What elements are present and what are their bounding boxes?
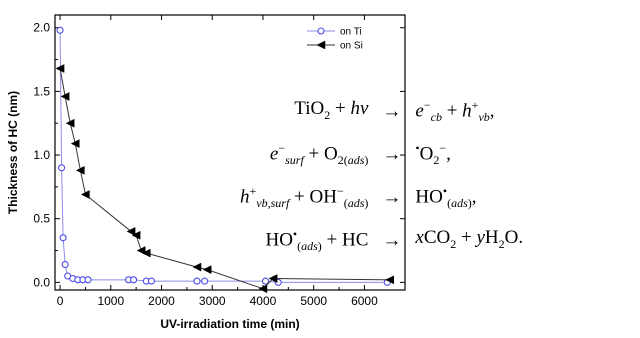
data-point-on-si [385, 275, 395, 285]
x-tick-label: 5000 [300, 294, 327, 308]
data-point-on-ti [201, 277, 209, 285]
equation-4-rhs: xCO2 + yH2O. [415, 227, 524, 251]
y-tick-label: 1.5 [33, 84, 50, 98]
data-point-on-si [268, 274, 278, 283]
data-point-on-ti [147, 277, 155, 285]
equation-row-2: e−surf + O2(ads) → •O2−, [236, 133, 527, 176]
y-axis-title: Thickness of HC (nm) [6, 91, 20, 214]
equation-3-lhs: h+vb,surf + OH−(ads) [240, 184, 369, 211]
x-tick-label: 6000 [351, 294, 378, 308]
y-tick-label: 1.0 [33, 148, 50, 162]
data-point-on-si [258, 284, 268, 294]
x-axis-ticks: 0 1000 2000 3000 4000 5000 6000 [57, 15, 378, 308]
data-point-on-ti [193, 277, 201, 285]
data-point-on-si [202, 265, 212, 275]
legend-marker-on-ti [317, 27, 325, 35]
x-tick-label: 0 [57, 294, 64, 308]
equation-2-lhs: e−surf + O2(ads) [269, 141, 369, 168]
plot-frame [54, 14, 406, 291]
data-point-on-ti [59, 234, 67, 242]
equation-row-3: h+vb,surf + OH−(ads) → HO•(ads), [236, 176, 527, 219]
equation-1-rhs: e−cb + h+vb, [415, 98, 495, 125]
equation-3-arrow: → [382, 187, 402, 209]
data-point-on-ti [58, 164, 66, 172]
data-point-on-si [192, 262, 202, 272]
equation-2-rhs: •O2−, [415, 141, 451, 168]
series-on-ti [56, 26, 391, 286]
data-point-on-si [141, 248, 151, 258]
data-point-on-ti [130, 276, 138, 284]
data-point-on-ti [261, 277, 270, 285]
x-tick-label: 3000 [199, 294, 226, 308]
equation-row-1: TiO2 + hν → e−cb + h+vb, [236, 90, 527, 133]
legend-label-on-si: on Si [340, 41, 363, 52]
data-point-on-si [131, 230, 141, 240]
y-axis-ticks: 0.0 0.5 1.0 1.5 2.0 [33, 21, 405, 289]
reaction-equations: TiO2 + hν → e−cb + h+vb, e−surf + O2(ads… [236, 90, 527, 263]
data-point-on-ti [56, 26, 64, 34]
series-layer [55, 26, 395, 294]
data-point-on-si [75, 165, 85, 175]
equation-4-arrow: → [382, 230, 402, 252]
x-axis-title: UV-irradiation time (min) [160, 317, 299, 331]
data-point-on-si [80, 190, 90, 199]
plot-border [54, 14, 406, 291]
data-point-on-si [55, 64, 65, 73]
y-tick-label: 2.0 [33, 21, 50, 35]
data-point-on-si [70, 139, 80, 148]
series-on-si [55, 64, 395, 294]
x-tick-label: 1000 [97, 294, 124, 308]
data-point-on-ti [61, 260, 69, 269]
equation-1-lhs: TiO2 + hν [294, 97, 369, 122]
x-tick-label: 4000 [250, 294, 277, 308]
legend-label-on-ti: on Ti [340, 27, 362, 38]
series-line-on-ti [59, 30, 388, 283]
x-tick-label: 2000 [148, 294, 175, 308]
legend-marker-on-si [316, 40, 326, 50]
y-tick-label: 0.5 [33, 212, 50, 226]
legend: on Ti on Si [307, 27, 363, 52]
equation-3-rhs: HO•(ads), [415, 184, 477, 211]
data-point-on-si [65, 118, 75, 128]
equation-row-4: HO•(ads) + HC → xCO2 + yH2O. [236, 219, 527, 262]
y-tick-label: 0.0 [33, 275, 50, 289]
equation-2-arrow: → [382, 144, 402, 166]
equation-1-arrow: → [382, 101, 402, 123]
data-point-on-si [60, 92, 70, 101]
data-point-on-si [126, 227, 136, 236]
data-point-on-ti [84, 276, 92, 284]
equation-4-lhs: HO•(ads) + HC [265, 227, 369, 254]
